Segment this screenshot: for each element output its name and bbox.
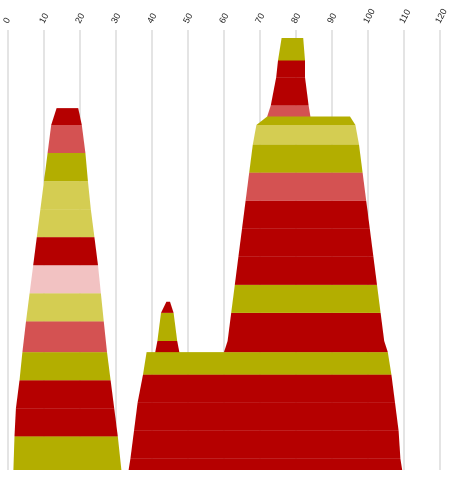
x-tick-label-60: 60 <box>217 11 231 25</box>
x-tick-label-40: 40 <box>145 11 159 25</box>
x-tick-label-80: 80 <box>289 11 303 25</box>
large-right-unit-layer-16 <box>267 105 311 117</box>
tall-left-unit-layer-3 <box>15 380 115 409</box>
large-right-unit-layer-2 <box>130 430 401 459</box>
small-peak-unit-layer-2 <box>157 312 178 341</box>
x-tick-label-10: 10 <box>37 11 51 25</box>
x-tick-label-0: 0 <box>1 16 12 25</box>
small-peak-unit-layer-3 <box>161 301 174 313</box>
tall-left-unit-layer-13 <box>51 108 82 125</box>
tall-left-unit-layer-6 <box>26 293 104 322</box>
large-right-unit-layer-14 <box>252 124 359 145</box>
large-right-unit-layer-9 <box>234 256 377 285</box>
large-right-unit-layer-19 <box>278 38 305 61</box>
x-tick-label-30: 30 <box>109 11 123 25</box>
large-right-unit-layer-10 <box>238 228 374 257</box>
tall-left-unit-layer-7 <box>29 265 101 294</box>
x-tick-label-70: 70 <box>253 11 267 25</box>
large-right-unit-layer-17 <box>270 77 309 106</box>
tall-left-unit-layer-11 <box>44 153 88 182</box>
large-right-unit-layer-15 <box>256 116 356 125</box>
large-right-unit <box>128 38 403 470</box>
tall-left-unit-layer-2 <box>14 408 118 437</box>
large-right-unit-layer-12 <box>245 172 367 201</box>
tall-left-unit-layer-4 <box>19 352 111 381</box>
large-right-unit-layer-7 <box>227 312 385 341</box>
tall-left-unit-layer-5 <box>22 321 107 353</box>
large-right-unit-layer-8 <box>231 284 381 313</box>
tall-left-unit <box>13 108 122 470</box>
large-right-unit-layer-3 <box>134 402 399 431</box>
large-right-unit-layer-4 <box>137 374 395 403</box>
tall-left-unit-layer-8 <box>33 237 99 266</box>
tall-left-unit-layer-12 <box>47 124 86 154</box>
x-tick-label-120: 120 <box>433 7 449 25</box>
tall-left-unit-layer-1 <box>13 436 122 470</box>
large-right-unit-layer-13 <box>249 144 363 173</box>
tall-left-unit-layer-9 <box>36 209 95 238</box>
large-right-unit-layer-18 <box>276 60 305 78</box>
large-right-unit-layer-11 <box>242 200 370 229</box>
x-tick-label-110: 110 <box>397 8 413 25</box>
x-tick-label-50: 50 <box>181 11 195 25</box>
x-tick-label-20: 20 <box>73 11 87 25</box>
large-right-unit-layer-5 <box>143 352 392 375</box>
stacked-layers <box>13 38 403 470</box>
x-tick-label-90: 90 <box>325 11 339 25</box>
x-tick-label-100: 100 <box>361 7 377 25</box>
large-right-unit-layer-6 <box>224 340 388 353</box>
x-tick-labels: 0 10 20 30 40 50 60 70 80 90 100 110 120 <box>1 7 449 25</box>
large-right-unit-layer-1 <box>128 458 403 470</box>
tall-left-unit-layer-10 <box>40 181 91 210</box>
